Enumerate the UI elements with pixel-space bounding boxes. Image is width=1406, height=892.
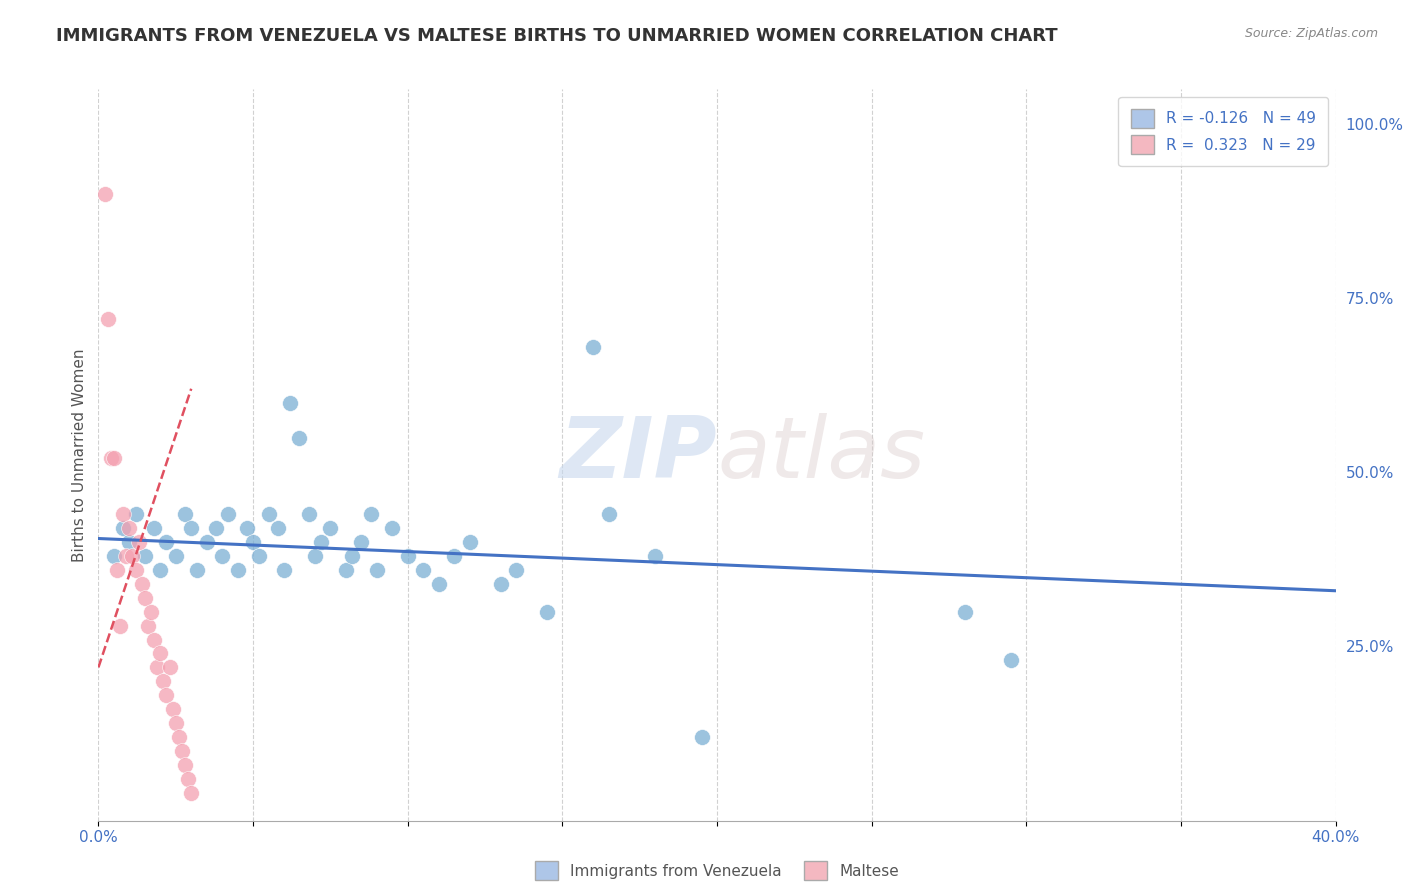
Point xyxy=(458,535,481,549)
Point xyxy=(582,340,605,354)
Point xyxy=(644,549,666,563)
Point xyxy=(536,605,558,619)
Point xyxy=(273,563,295,577)
Text: Source: ZipAtlas.com: Source: ZipAtlas.com xyxy=(1244,27,1378,40)
Point xyxy=(177,772,200,786)
Text: IMMIGRANTS FROM VENEZUELA VS MALTESE BIRTHS TO UNMARRIED WOMEN CORRELATION CHART: IMMIGRANTS FROM VENEZUELA VS MALTESE BIR… xyxy=(56,27,1057,45)
Point xyxy=(360,507,382,521)
Point xyxy=(165,716,187,731)
Point xyxy=(149,647,172,661)
Point xyxy=(121,549,143,563)
Point xyxy=(152,674,174,689)
Point xyxy=(340,549,363,563)
Point xyxy=(505,563,527,577)
Point xyxy=(953,605,976,619)
Point xyxy=(162,702,184,716)
Point xyxy=(489,576,512,591)
Point xyxy=(304,549,326,563)
Point xyxy=(103,549,125,563)
Point xyxy=(134,549,156,563)
Point xyxy=(93,186,115,201)
Point xyxy=(180,786,202,800)
Point xyxy=(412,563,434,577)
Point xyxy=(165,549,187,563)
Point xyxy=(159,660,181,674)
Point xyxy=(309,535,332,549)
Point xyxy=(242,535,264,549)
Point xyxy=(267,521,290,535)
Text: ZIP: ZIP xyxy=(560,413,717,497)
Point xyxy=(143,521,166,535)
Point xyxy=(131,576,153,591)
Point xyxy=(396,549,419,563)
Point xyxy=(211,549,233,563)
Point xyxy=(146,660,169,674)
Point xyxy=(139,605,162,619)
Point xyxy=(118,521,141,535)
Point xyxy=(128,535,150,549)
Point xyxy=(236,521,259,535)
Point xyxy=(108,618,131,632)
Point xyxy=(174,507,197,521)
Point xyxy=(690,730,713,744)
Point xyxy=(298,507,321,521)
Point xyxy=(136,618,159,632)
Point xyxy=(124,563,146,577)
Point xyxy=(288,430,311,444)
Point xyxy=(381,521,404,535)
Point xyxy=(319,521,342,535)
Point xyxy=(247,549,270,563)
Point xyxy=(257,507,280,521)
Y-axis label: Births to Unmarried Women: Births to Unmarried Women xyxy=(72,348,87,562)
Point xyxy=(335,563,357,577)
Point xyxy=(167,730,190,744)
Point xyxy=(205,521,228,535)
Point xyxy=(118,535,141,549)
Point xyxy=(174,758,197,772)
Point xyxy=(180,521,202,535)
Point xyxy=(155,688,177,702)
Point xyxy=(143,632,166,647)
Text: atlas: atlas xyxy=(717,413,925,497)
Point xyxy=(1000,653,1022,667)
Point xyxy=(112,507,135,521)
Point xyxy=(149,563,172,577)
Point xyxy=(124,507,146,521)
Point xyxy=(105,563,128,577)
Point xyxy=(598,507,620,521)
Point xyxy=(186,563,208,577)
Point xyxy=(115,549,138,563)
Point xyxy=(170,744,193,758)
Point xyxy=(112,521,135,535)
Point xyxy=(366,563,388,577)
Point xyxy=(103,451,125,466)
Point xyxy=(350,535,373,549)
Point xyxy=(134,591,156,605)
Point xyxy=(97,312,120,326)
Point xyxy=(443,549,465,563)
Point xyxy=(155,535,177,549)
Point xyxy=(100,451,122,466)
Point xyxy=(226,563,249,577)
Point xyxy=(217,507,239,521)
Point xyxy=(278,395,301,409)
Legend: Immigrants from Venezuela, Maltese: Immigrants from Venezuela, Maltese xyxy=(529,855,905,886)
Point xyxy=(195,535,218,549)
Point xyxy=(427,576,450,591)
